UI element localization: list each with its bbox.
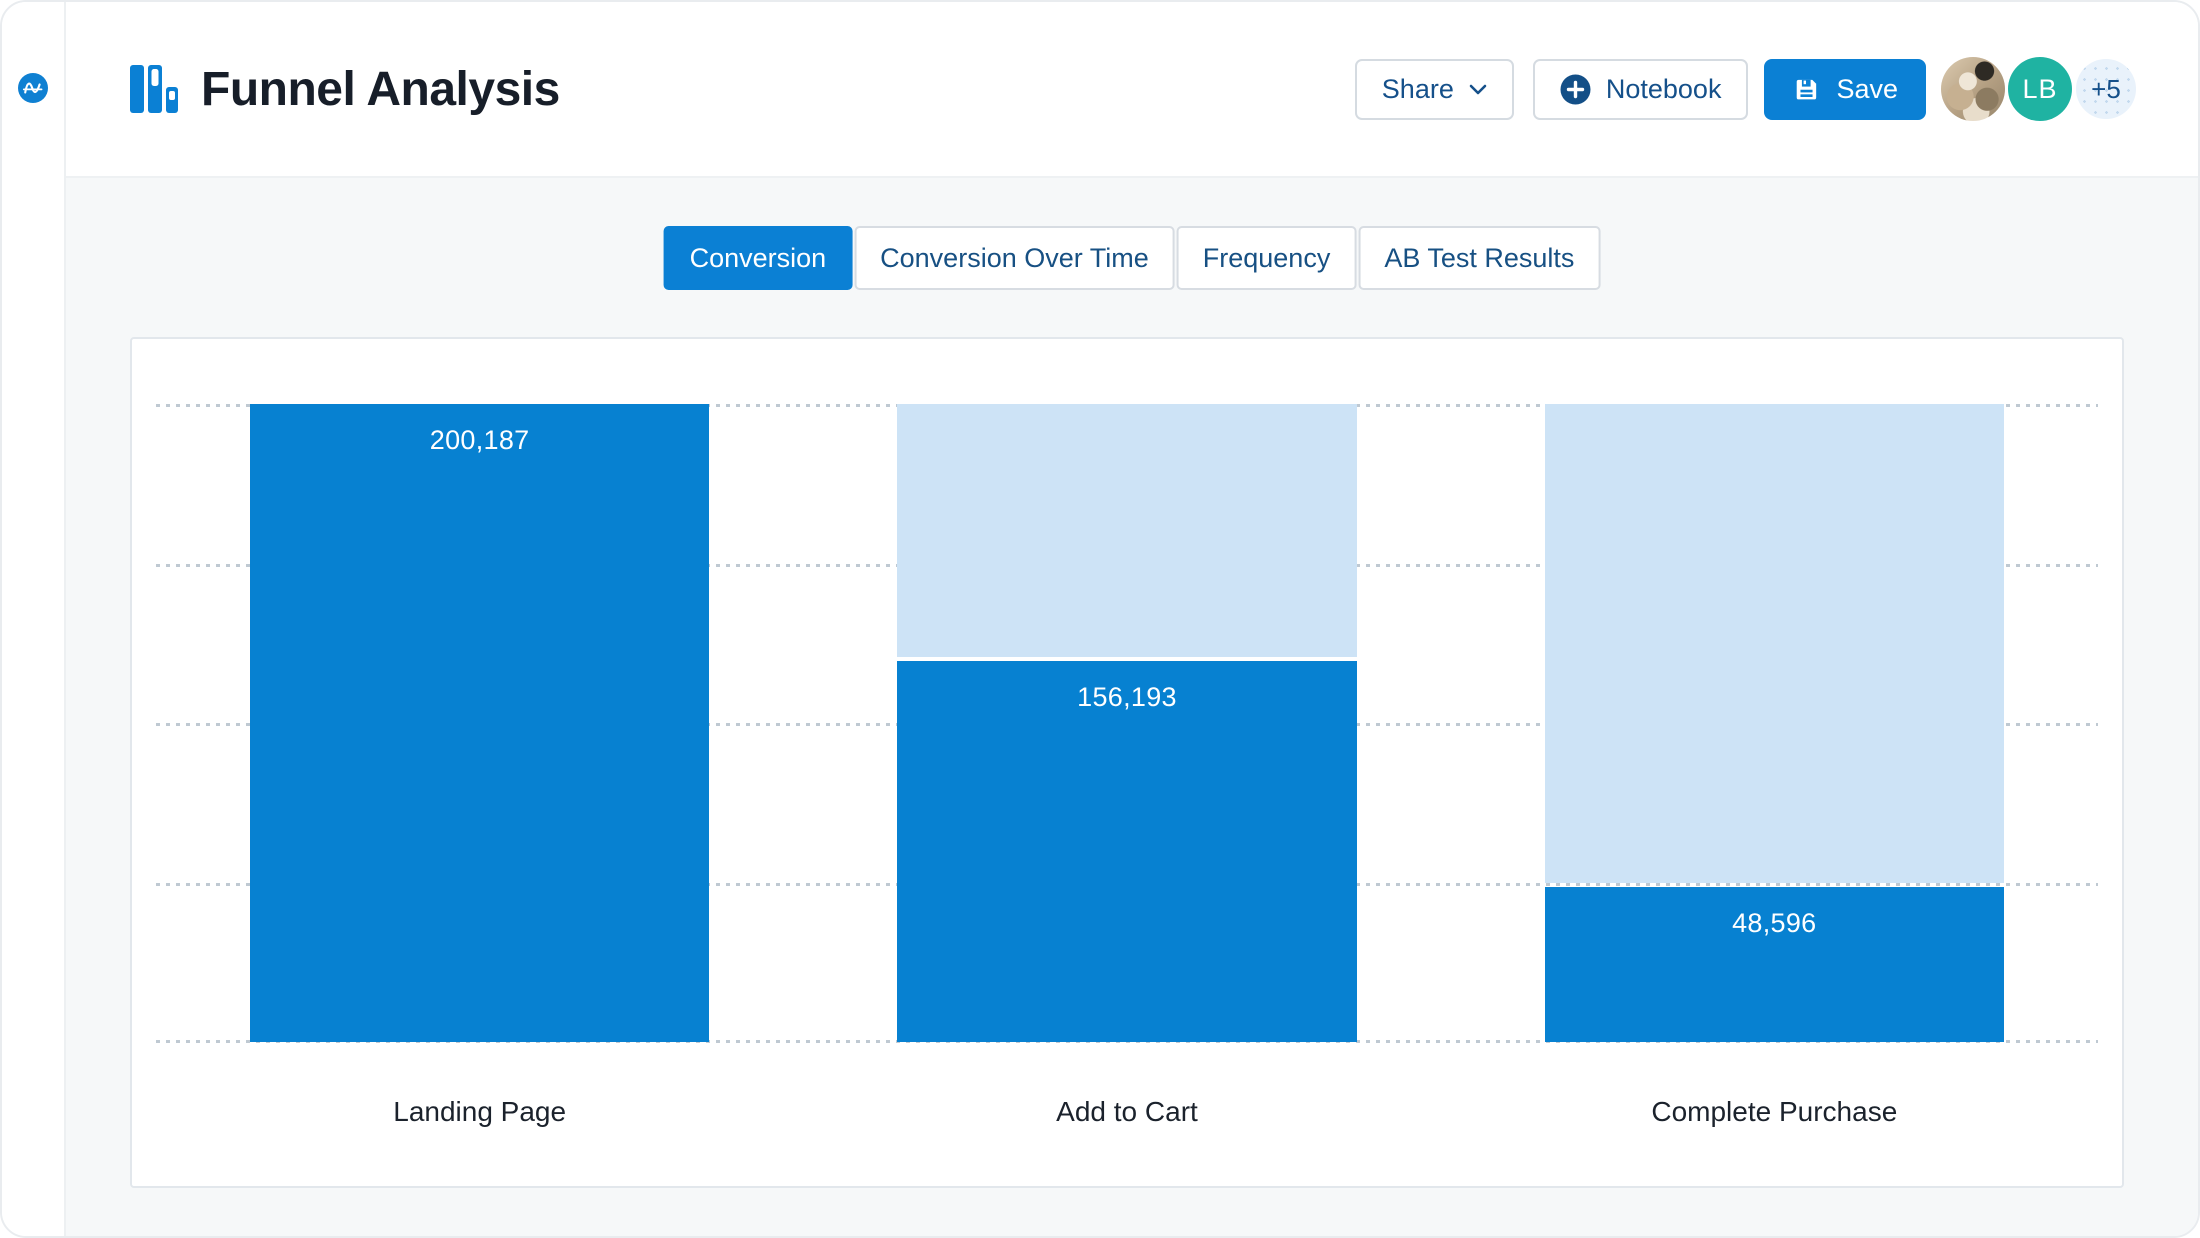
x-axis-label-complete-purchase: Complete Purchase [1651, 1096, 1898, 1127]
chevron-down-icon [1469, 84, 1487, 95]
page-title: Funnel Analysis [201, 62, 560, 116]
notebook-button[interactable]: Notebook [1532, 58, 1749, 120]
report-content: Conversion Conversion Over Time Frequenc… [66, 178, 2198, 1236]
amplitude-wave-icon [22, 82, 43, 94]
tab-conversion-over-time[interactable]: Conversion Over Time [854, 226, 1175, 290]
notebook-button-label: Notebook [1605, 73, 1722, 104]
plot-area: 200,187 156,193 [156, 404, 2098, 1043]
funnel-column-complete-purchase: 48,596 [1451, 404, 2098, 1042]
avatar-initials-label: LB [2022, 73, 2058, 104]
baseline-bar[interactable] [897, 404, 1357, 658]
report-title-group: Funnel Analysis [130, 62, 560, 117]
funnel-column-add-to-cart: 156,193 [803, 404, 1450, 1042]
plus-circle-icon [1560, 74, 1591, 105]
bar-value-label: 200,187 [429, 425, 530, 455]
tab-frequency[interactable]: Frequency [1176, 226, 1357, 290]
share-button[interactable]: Share [1354, 58, 1514, 120]
bar-wrap: 156,193 [897, 404, 1357, 1042]
funnel-chart-card: 200,187 156,193 [130, 337, 2124, 1188]
save-button[interactable]: Save [1764, 58, 1926, 120]
save-icon [1792, 75, 1821, 104]
tab-conversion[interactable]: Conversion [663, 226, 853, 290]
amplitude-logo-icon[interactable] [18, 73, 48, 103]
bar-wrap: 200,187 [249, 404, 710, 1042]
left-nav-rail [2, 2, 66, 1236]
bar-value-label: 48,596 [1732, 907, 1817, 938]
x-axis-labels: Landing Page Add to Cart Complete Purcha… [156, 1094, 2098, 1130]
tab-ab-test-results-label: AB Test Results [1384, 242, 1575, 273]
step-bar-landing-page[interactable]: 200,187 [249, 404, 710, 1042]
tab-conversion-label: Conversion [689, 242, 827, 273]
save-button-label: Save [1836, 73, 1898, 104]
bar-chart-icon [130, 65, 180, 113]
funnel-columns: 200,187 156,193 [156, 404, 2098, 1042]
funnel-column-landing-page: 200,187 [156, 404, 803, 1042]
tab-conversion-over-time-label: Conversion Over Time [880, 242, 1149, 273]
tab-frequency-label: Frequency [1202, 242, 1331, 273]
avatar-overflow-badge[interactable]: +5 [2076, 59, 2136, 119]
avatar-initials[interactable]: LB [2008, 57, 2072, 121]
baseline-bar[interactable] [1544, 404, 2005, 883]
step-bar-add-to-cart[interactable]: 156,193 [897, 661, 1357, 1042]
bar-wrap: 48,596 [1544, 404, 2005, 1042]
tab-ab-test-results[interactable]: AB Test Results [1358, 226, 1601, 290]
view-tabs: Conversion Conversion Over Time Frequenc… [663, 226, 1601, 290]
share-button-label: Share [1381, 73, 1454, 104]
step-bar-complete-purchase[interactable]: 48,596 [1544, 886, 2005, 1042]
x-axis-label-landing-page: Landing Page [393, 1096, 567, 1127]
avatar-photo[interactable] [1941, 57, 2005, 121]
header-actions: Share Notebook [1354, 57, 2136, 121]
avatar-overflow-label: +5 [2091, 73, 2121, 104]
header: Funnel Analysis Share Notebook [66, 2, 2198, 178]
x-axis-label-add-to-cart: Add to Cart [1056, 1096, 1198, 1127]
bar-value-label: 156,193 [1077, 682, 1177, 713]
